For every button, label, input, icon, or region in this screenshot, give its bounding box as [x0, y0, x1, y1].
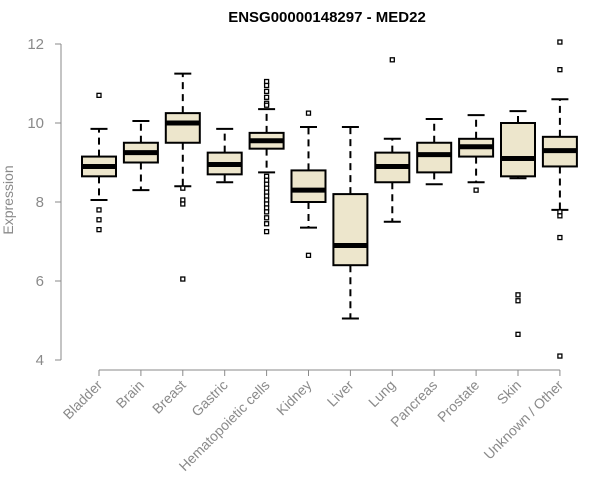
outlier-point: [557, 39, 563, 45]
box-prostate: [458, 114, 495, 193]
outlier-point: [305, 252, 312, 258]
chart-title: ENSG00000148297 - MED22: [228, 9, 426, 26]
box-kidney: [290, 110, 327, 258]
outlier-point: [180, 201, 186, 207]
outlier-point: [96, 207, 102, 213]
outlier-point: [389, 57, 395, 63]
outlier-point: [263, 82, 270, 89]
box-gastric: [206, 127, 243, 184]
box-liver: [332, 125, 369, 320]
y-tick-label: 10: [27, 115, 44, 132]
x-tick-label: Prostate: [434, 377, 482, 425]
x-tick-label: Skin: [494, 377, 525, 408]
box-bladder: [81, 92, 117, 233]
iqr-box: [500, 122, 536, 178]
outlier-point: [557, 213, 563, 219]
outlier-point: [263, 102, 270, 108]
x-tick-label: Unknown / Other: [480, 377, 566, 463]
y-axis-label: Expression: [0, 165, 16, 234]
outlier-point: [96, 226, 102, 233]
box-hematopoietic-cells: [248, 78, 285, 235]
outlier-point: [263, 221, 270, 227]
outlier-point: [515, 298, 521, 304]
outlier-point: [557, 353, 563, 359]
outlier-point: [263, 94, 270, 100]
box-unknown-other: [541, 39, 578, 359]
x-tick-label: Pancreas: [387, 377, 440, 430]
iqr-box: [416, 141, 453, 174]
x-tick-label: Lung: [365, 377, 398, 410]
iqr-box: [290, 169, 327, 203]
y-tick-label: 4: [36, 352, 44, 369]
outlier-point: [305, 110, 312, 116]
box-pancreas: [416, 118, 453, 186]
outlier-point: [515, 292, 521, 298]
outlier-point: [557, 67, 563, 73]
outlier-point: [263, 209, 270, 215]
iqr-box: [164, 112, 201, 144]
x-tick-label: Brain: [113, 377, 147, 411]
y-tick-label: 8: [36, 194, 44, 211]
outlier-point: [96, 92, 102, 98]
x-tick-label: Breast: [149, 377, 189, 417]
x-tick-label: Kidney: [273, 377, 315, 419]
iqr-box: [332, 193, 369, 267]
outlier-point: [473, 187, 479, 193]
outlier-point: [180, 276, 186, 282]
boxes-group: [81, 39, 578, 359]
outlier-point: [96, 217, 102, 223]
outlier-point: [515, 331, 521, 337]
box-skin: [500, 110, 536, 337]
box-brain: [122, 120, 159, 192]
y-tick-label: 6: [36, 273, 44, 290]
y-tick-label: 12: [27, 36, 44, 53]
outlier-point: [263, 215, 270, 221]
box-breast: [164, 72, 201, 282]
x-tick-label: Bladder: [60, 377, 106, 423]
outlier-point: [263, 228, 270, 235]
box-lung: [374, 57, 411, 223]
outlier-point: [180, 185, 186, 191]
outlier-point: [263, 88, 270, 95]
outlier-point: [557, 234, 563, 241]
x-tick-label: Liver: [324, 377, 357, 410]
